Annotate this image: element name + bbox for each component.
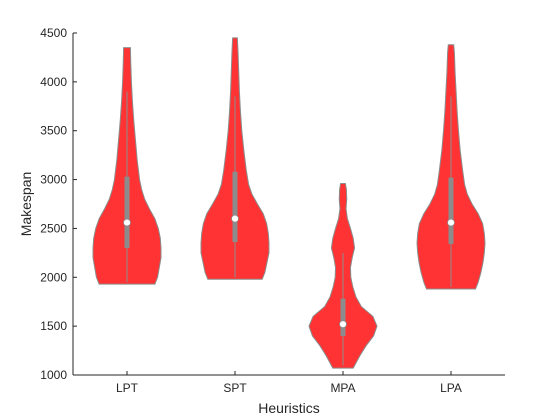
violin-lpa: [416, 44, 486, 290]
y-tick-label: 1000: [40, 368, 67, 382]
violins-group: [92, 37, 486, 369]
violin-mpa: [308, 182, 378, 369]
y-tick-label: 2000: [40, 270, 67, 284]
y-tick-label: 3000: [40, 173, 67, 187]
y-tick-label: 4500: [40, 26, 67, 40]
y-tick-label: 3500: [40, 124, 67, 138]
y-ticks-group: 1000 1500 2000 2500 3000 3500 4000 4500: [40, 26, 77, 382]
x-tick-label: LPT: [116, 381, 139, 395]
x-ticks-group: LPT SPT MPA LPA: [116, 371, 462, 395]
violin-lpt: [92, 47, 162, 285]
y-tick-label: 1500: [40, 319, 67, 333]
x-tick-label: LPA: [440, 381, 462, 395]
axes-group: [72, 33, 505, 376]
violin-spt: [200, 37, 270, 280]
violin-iqr-box: [232, 171, 238, 243]
y-axis-title: Makespan: [18, 172, 34, 237]
violin-median-marker: [231, 214, 239, 223]
violin-median-marker: [447, 218, 455, 227]
x-tick-label: SPT: [223, 381, 247, 395]
violin-iqr-box: [448, 177, 454, 245]
x-axis-title: Heuristics: [258, 400, 319, 416]
violin-median-marker: [123, 218, 131, 227]
x-tick-label: MPA: [330, 381, 355, 395]
violin-median-marker: [339, 320, 347, 329]
violin-iqr-box: [340, 298, 346, 336]
y-tick-label: 4000: [40, 75, 67, 89]
y-tick-label: 2500: [40, 221, 67, 235]
violin-iqr-box: [124, 176, 130, 248]
